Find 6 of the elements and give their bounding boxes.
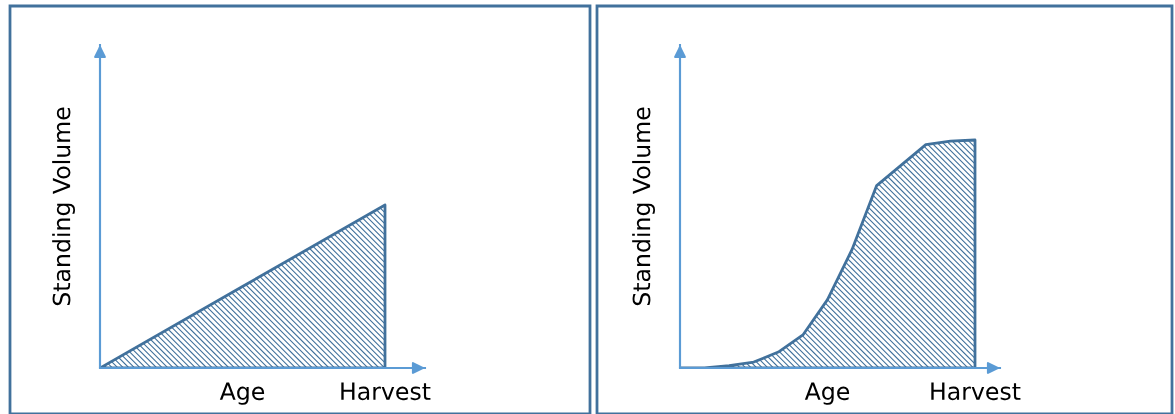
x-tick-label: Age — [219, 382, 265, 405]
x-tick-label: Harvest — [931, 382, 1021, 401]
y-axis-title: Standing Volume — [52, 107, 75, 306]
y-axis-title: Standing Volume — [632, 107, 655, 306]
x-tick-label: Age — [804, 382, 850, 405]
x-tick-label: Harvest — [341, 382, 431, 401]
